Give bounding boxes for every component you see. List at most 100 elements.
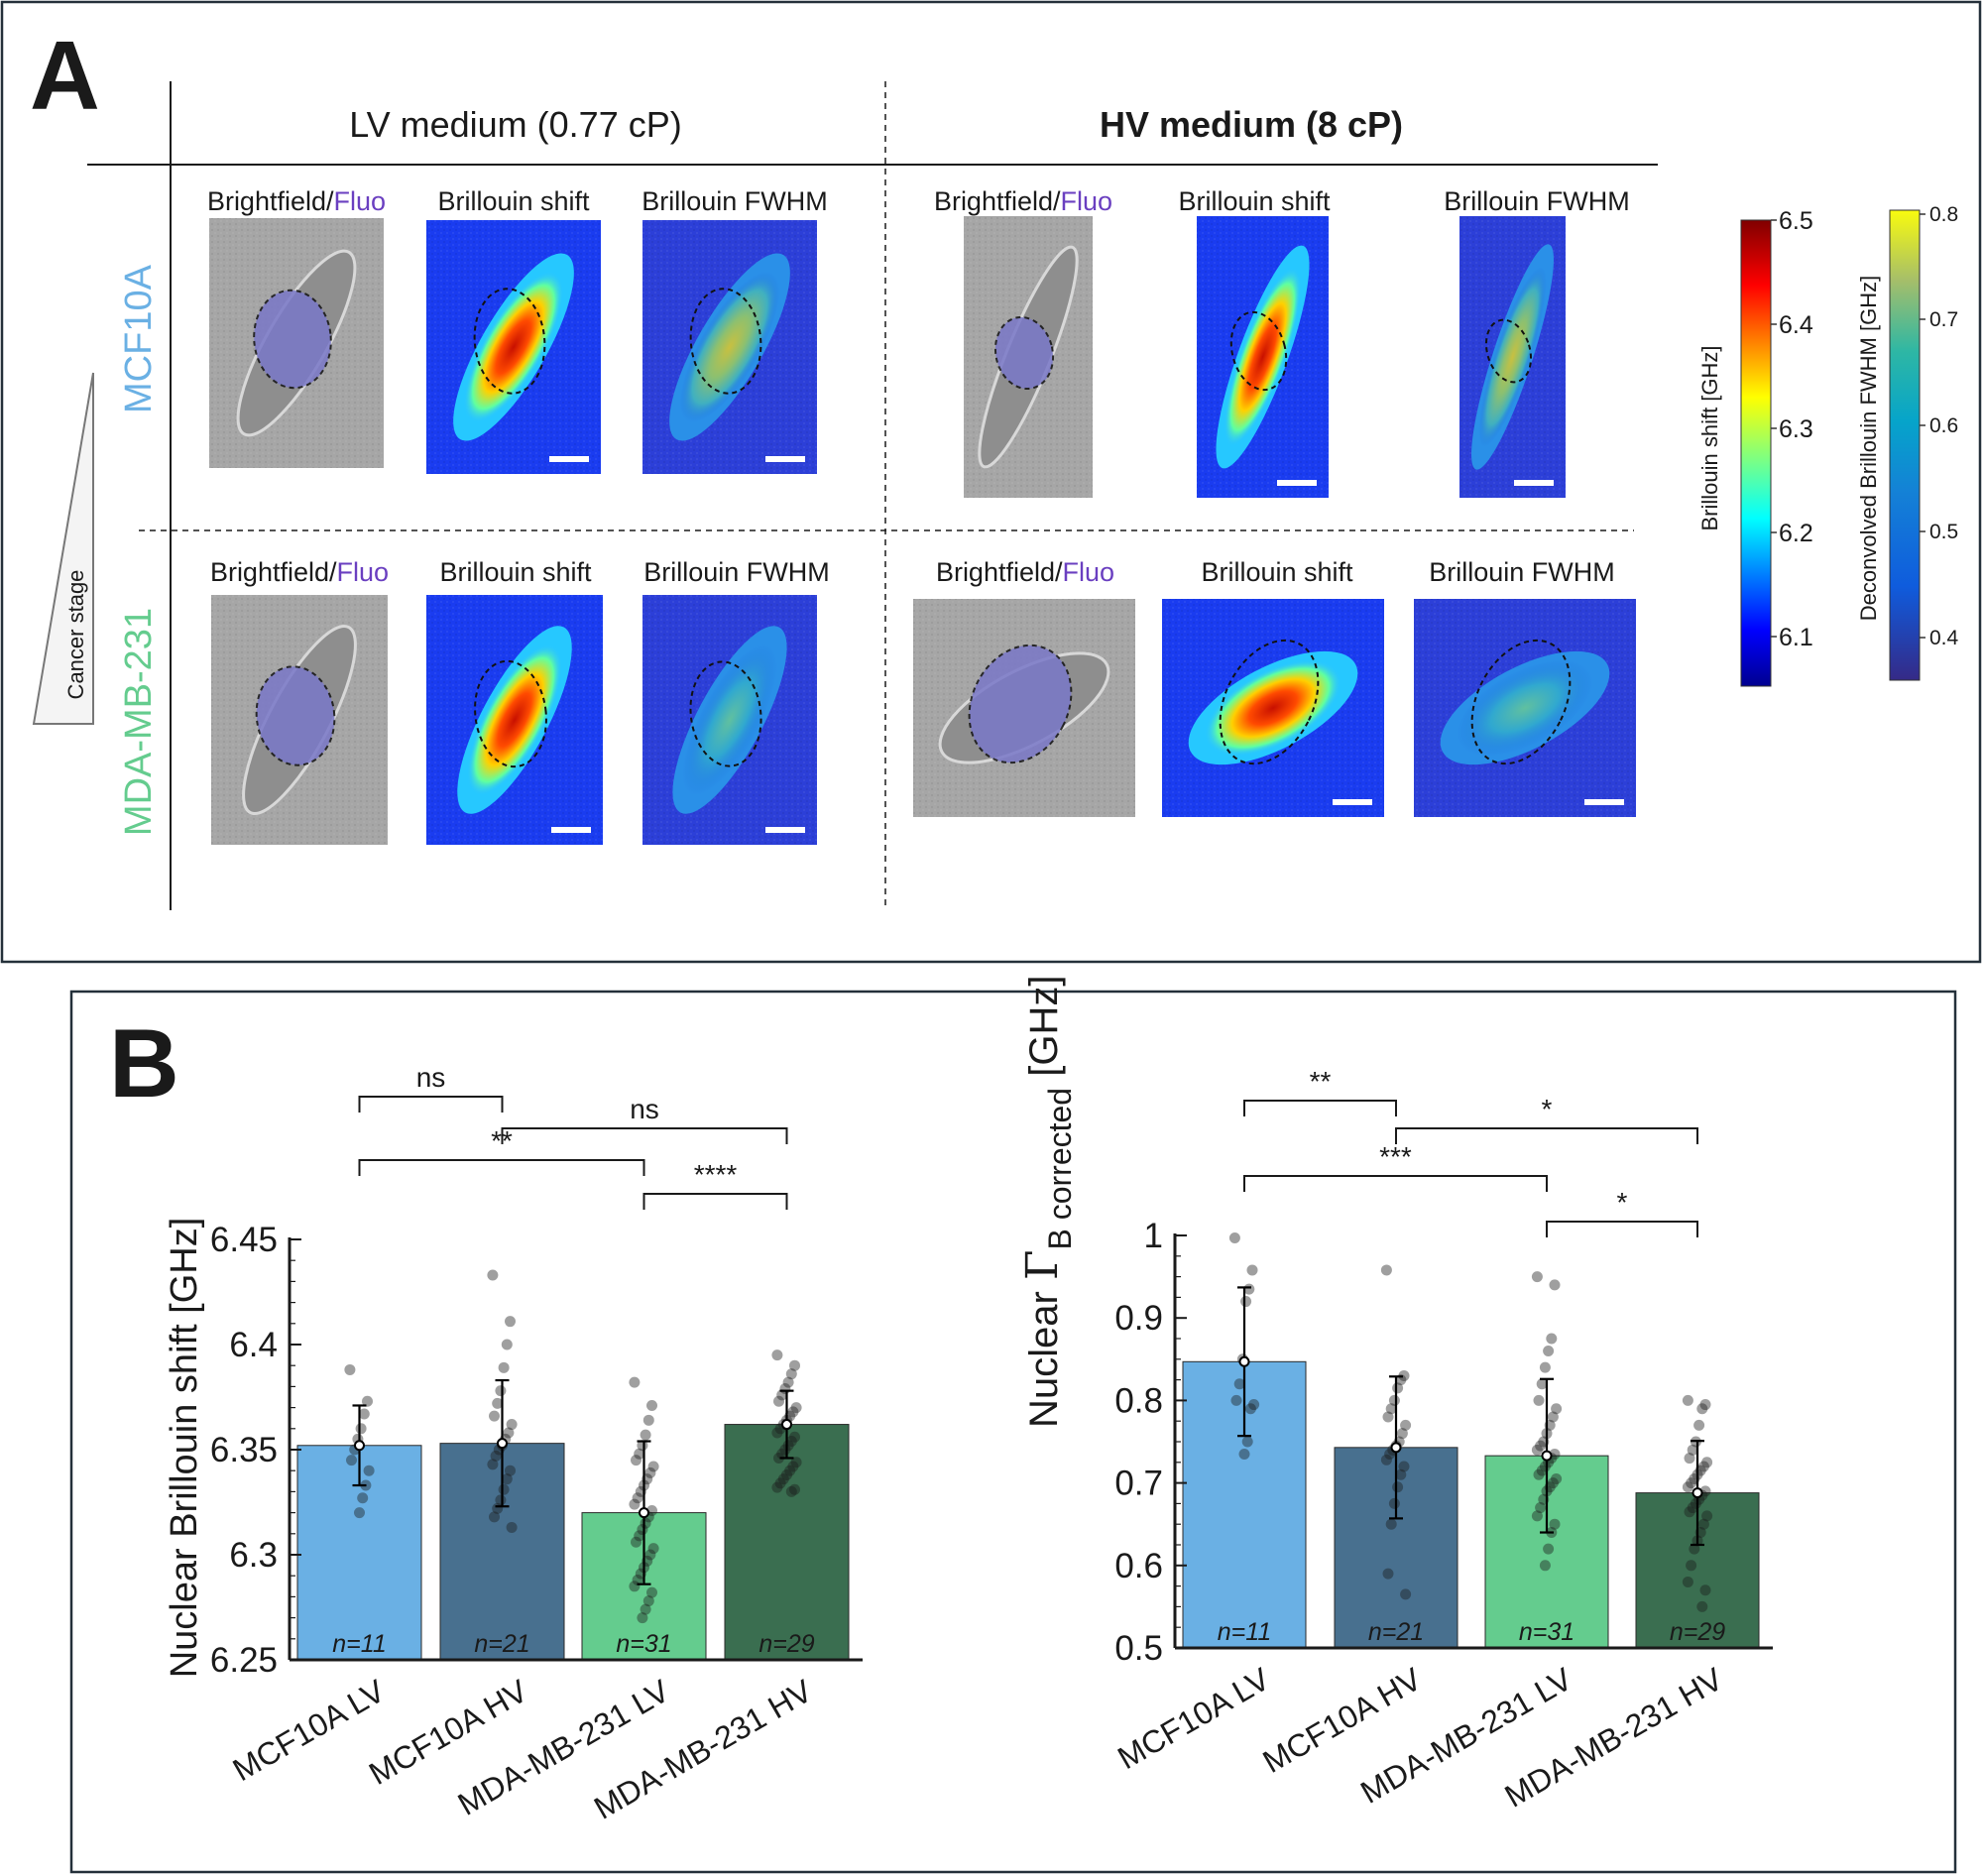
data-point — [631, 1536, 642, 1548]
colorbar-ticks: 6.5 6.4 6.3 6.2 6.1 0.8 0.7 0.6 0.5 0.4 — [1771, 203, 1959, 651]
data-point — [637, 1612, 648, 1624]
row-label-mda: MDA-MB-231 — [118, 608, 160, 836]
y-tick-label: 0.5 — [1114, 1629, 1163, 1668]
nucleus-outline — [255, 665, 336, 766]
ylabel-suffix: [GHz] — [1022, 976, 1066, 1088]
microscopy-tile-shift — [1162, 599, 1384, 817]
data-point — [505, 1316, 516, 1328]
cbar-shift-tick-label: 6.3 — [1779, 415, 1813, 443]
y-tick-label: 6.3 — [229, 1536, 278, 1575]
nucleus-outline — [1484, 318, 1533, 384]
panel-b-frame — [69, 990, 1957, 1874]
y-tick-label: 6.25 — [210, 1641, 278, 1680]
ylabel-subscript: B corrected — [1042, 1088, 1078, 1250]
data-point — [789, 1431, 800, 1443]
image-header-shift: Brillouin shift — [1178, 186, 1331, 216]
microscopy-tile-bf — [211, 595, 388, 845]
significance-label: * — [1617, 1187, 1628, 1218]
cell-hotspot — [1457, 659, 1593, 757]
data-point — [355, 1423, 367, 1435]
data-point — [503, 1427, 515, 1439]
cell-hotspot — [1478, 267, 1547, 447]
nucleus-outline — [1470, 639, 1572, 765]
data-point — [1693, 1419, 1705, 1431]
data-point — [1241, 1436, 1253, 1448]
data-point — [1539, 1461, 1551, 1472]
data-point — [487, 1459, 499, 1470]
microscopy-images: Brightfield/Fluo Brillouin shift Brillouin… — [207, 186, 1636, 845]
data-point — [1533, 1394, 1545, 1406]
scale-bar — [551, 827, 591, 833]
image-header-brightfield: Brightfield/Fluo — [936, 557, 1114, 587]
data-point — [642, 1595, 654, 1607]
data-point — [1551, 1472, 1563, 1484]
data-point — [1687, 1502, 1698, 1514]
data-point — [1686, 1477, 1697, 1489]
data-point — [487, 1269, 499, 1281]
data-point — [1543, 1543, 1555, 1555]
data-point — [358, 1408, 370, 1420]
data-point — [1549, 1518, 1561, 1530]
data-point — [1536, 1465, 1548, 1476]
significance-bracket — [1243, 1100, 1397, 1116]
data-point — [1398, 1461, 1410, 1472]
data-point — [1696, 1403, 1708, 1415]
data-point — [1395, 1468, 1407, 1480]
cell-hotspot — [463, 272, 564, 422]
data-point — [1687, 1444, 1698, 1456]
microscopy-tile-bf — [913, 599, 1135, 817]
data-point — [785, 1436, 797, 1448]
image-header-shift: Brillouin shift — [439, 557, 592, 587]
data-point — [1689, 1543, 1700, 1555]
data-point — [773, 1452, 784, 1464]
colorbar-brillouin-shift — [1740, 219, 1772, 687]
cell-hotspot — [467, 644, 562, 796]
data-point — [1240, 1296, 1252, 1308]
y-tick-label: 6.45 — [210, 1221, 278, 1259]
cbar-fwhm-tick-label: 0.7 — [1929, 308, 1958, 331]
colorbar-shift-label: Brillouin shift [GHz] — [1697, 345, 1722, 530]
significance-bracket — [1395, 1127, 1698, 1144]
data-point — [1244, 1403, 1256, 1415]
data-point — [644, 1549, 656, 1561]
data-point — [776, 1389, 788, 1401]
data-point — [640, 1429, 651, 1441]
n-label: n=29 — [758, 1630, 814, 1658]
data-point — [642, 1414, 654, 1426]
n-label: n=29 — [1670, 1618, 1725, 1646]
data-point — [1238, 1448, 1250, 1460]
data-point — [490, 1450, 502, 1462]
data-point — [1547, 1477, 1559, 1489]
cbar-shift-tick-label: 6.4 — [1779, 311, 1813, 339]
data-point — [505, 1465, 516, 1476]
data-point — [1699, 1584, 1711, 1596]
data-point — [785, 1485, 797, 1497]
data-point — [637, 1440, 648, 1452]
data-point — [782, 1376, 794, 1388]
fluo-text: Fluo — [337, 557, 390, 587]
data-point — [1388, 1394, 1400, 1406]
data-point — [1531, 1510, 1543, 1522]
significance-bracket — [642, 1193, 788, 1210]
brightfield-text: Brightfield/ — [210, 557, 337, 587]
mean-marker — [1691, 1487, 1703, 1499]
nucleus-outline — [1219, 639, 1320, 765]
y-tick-label: 0.9 — [1114, 1299, 1163, 1338]
data-point — [784, 1465, 796, 1476]
fluo-text: Fluo — [334, 186, 387, 216]
image-header-brightfield: Brightfield/Fluo — [210, 557, 389, 587]
brightfield-text: Brightfield/ — [936, 557, 1063, 587]
data-point — [640, 1517, 651, 1529]
data-point — [644, 1466, 656, 1478]
data-point — [492, 1397, 504, 1409]
data-point — [354, 1507, 365, 1519]
data-point — [1233, 1378, 1245, 1390]
microscopy-tile-fwhm — [642, 595, 817, 845]
significance-bracket — [1546, 1221, 1698, 1237]
cbar-fwhm-tick-label: 0.4 — [1929, 627, 1959, 649]
data-point — [640, 1603, 651, 1615]
data-point — [506, 1419, 518, 1431]
n-label: n=11 — [332, 1630, 386, 1658]
significance-label: ns — [416, 1062, 446, 1093]
data-point — [1388, 1497, 1400, 1509]
